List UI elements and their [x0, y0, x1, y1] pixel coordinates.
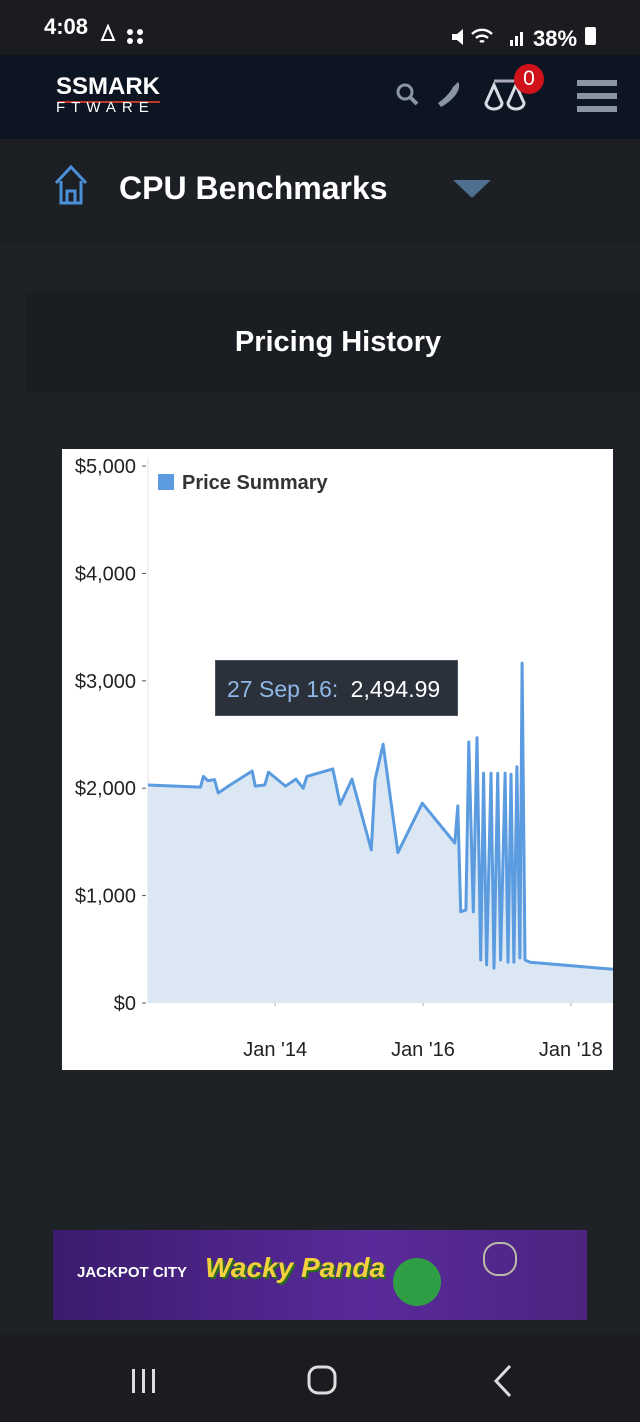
back-button[interactable]	[490, 1363, 518, 1399]
chart-panel: $0 $1,000 $2,000 $3,000 $4,000 $5,000 Jan '14 J…	[62, 449, 614, 1070]
ad-banner[interactable]: JACKPOT CITY Wacky Panda	[53, 1230, 587, 1320]
compare-icon[interactable]	[482, 73, 532, 117]
y-tick-label: $5,000	[75, 456, 136, 478]
dropdown-arrow[interactable]	[452, 179, 492, 199]
y-tick-label: $3,000	[75, 671, 136, 693]
x-tick-label: Jan '16	[391, 1039, 455, 1061]
battery-icon	[585, 27, 596, 45]
section-title: Pricing History	[234, 326, 442, 358]
status-icons	[100, 24, 143, 44]
phone-icon[interactable]	[436, 79, 466, 111]
tooltip: 27 Sep 16: 2,494.99	[215, 660, 458, 716]
recents-button[interactable]	[126, 1365, 162, 1397]
signal-icons	[452, 28, 523, 46]
area	[148, 663, 613, 1003]
x-tick-label: Jan '18	[539, 1039, 603, 1061]
logo-bottom[interactable]: FTWARE	[56, 99, 155, 116]
y-tick-label: $2,000	[75, 778, 136, 800]
tooltip-date: 27 Sep 16:	[227, 676, 339, 702]
time: 4:08	[44, 14, 89, 39]
system-nav	[0, 1335, 640, 1422]
line	[147, 661, 614, 971]
search-icon[interactable]	[394, 81, 424, 111]
x-tick-label: Jan '14	[243, 1039, 307, 1061]
y-tick-label: $1,000	[75, 886, 136, 908]
chart: $0 $1,000 $2,000 $3,000 $4,000 $5,000 Jan '14 J…	[75, 456, 614, 1061]
site-header: SSMARK FTWARE 0	[0, 55, 640, 139]
cart-count[interactable]: 0	[514, 64, 544, 94]
logo-top[interactable]: SSMARK	[56, 73, 161, 100]
ad-brand[interactable]: JACKPOT CITY	[77, 1264, 188, 1281]
section-header: Pricing History	[25, 292, 640, 392]
nav-title[interactable]: CPU Benchmarks	[119, 170, 388, 206]
home-icon[interactable]	[52, 163, 90, 207]
ad-game[interactable]: Wacky Panda	[205, 1252, 386, 1283]
tooltip-price: 2,494.99	[350, 676, 441, 702]
ad-art	[393, 1258, 441, 1306]
menu-icon[interactable]	[576, 79, 618, 115]
logo-rule	[58, 101, 160, 103]
y-tick-label: $4,000	[75, 563, 136, 585]
legend-label: Price Summary	[182, 472, 329, 494]
home-button[interactable]	[305, 1363, 341, 1399]
nav-bar: CPU Benchmarks	[0, 139, 640, 243]
status-bar: 4:08 38%	[0, 0, 640, 55]
y-tick-label: $0	[114, 993, 136, 1015]
legend-swatch	[158, 474, 174, 490]
ad-logo	[483, 1242, 517, 1276]
battery-level: 38%	[533, 26, 578, 51]
